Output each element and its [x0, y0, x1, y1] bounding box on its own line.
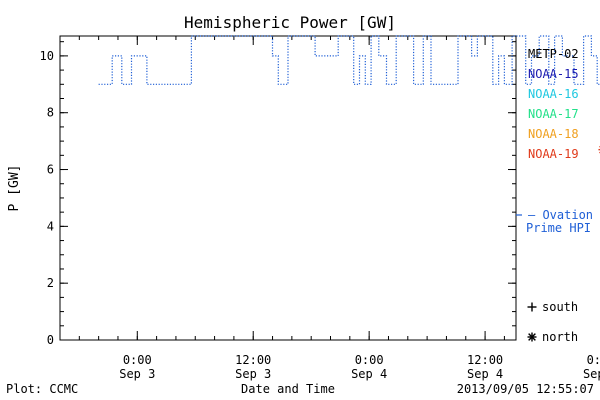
x-tick-time-label: 0:00 [123, 353, 152, 367]
x-tick-date-label: Sep 3 [119, 367, 155, 381]
legend-entry-noaa-19: NOAA-19 [528, 147, 579, 161]
legend-entry-noaa-18: NOAA-18 [528, 127, 579, 141]
legend-entry-metp-02: METP-02 [528, 47, 579, 61]
legend-entry-noaa-17: NOAA-17 [528, 107, 579, 121]
y-tick-label: 8 [47, 106, 54, 120]
x-tick-date-label: Sep 3 [235, 367, 271, 381]
x-tick-date-label: Sep 5 [583, 367, 600, 381]
y-axis-label: P [GW] [7, 165, 22, 212]
y-tick-label: 0 [47, 333, 54, 347]
x-tick-time-label: 12:00 [467, 353, 503, 367]
legend-entry-noaa-15: NOAA-15 [528, 67, 579, 81]
y-tick-label: 10 [40, 49, 54, 63]
x-axis-label: Date and Time [241, 382, 335, 396]
y-tick-label: 6 [47, 163, 54, 177]
marker-stroke [528, 333, 536, 341]
south-marker [527, 302, 537, 312]
ovation-label-line1: — Ovation [528, 208, 593, 222]
y-tick-label: 4 [47, 219, 54, 233]
x-tick-time-label: 0:00 [355, 353, 384, 367]
y-tick-label: 2 [47, 276, 54, 290]
x-tick-time-label: 12:00 [235, 353, 271, 367]
marker-key-north: north [542, 330, 578, 344]
marker-key-south: south [542, 300, 578, 314]
north-marker [527, 332, 537, 342]
x-tick-date-label: Sep 4 [467, 367, 503, 381]
plot-frame [59, 35, 517, 341]
x-tick-time-label: 0:00 [587, 353, 600, 367]
ovation-hpi-line [98, 35, 600, 85]
ovation-label-line2: Prime HPI [526, 221, 591, 235]
legend-entry-noaa-16: NOAA-16 [528, 87, 579, 101]
chart-title: Hemispheric Power [GW] [184, 13, 396, 32]
footer-timestamp: 2013/09/05 12:55:07 [457, 382, 594, 396]
x-tick-date-label: Sep 4 [351, 367, 387, 381]
footer-plot-credit: Plot: CCMC [6, 382, 78, 396]
